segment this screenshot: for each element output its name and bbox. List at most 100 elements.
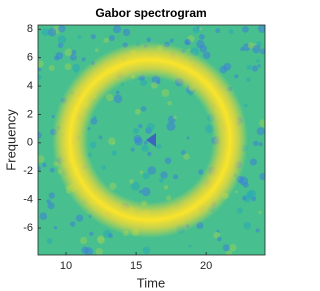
texture-dot	[252, 44, 261, 54]
texture-dot	[47, 202, 55, 210]
texture-dot	[142, 246, 151, 254]
center-spot	[146, 133, 156, 147]
texture-dot	[259, 173, 265, 181]
texture-dot	[169, 38, 174, 43]
texture-dot	[256, 127, 265, 136]
texture-dot	[192, 26, 200, 34]
y-tick-label: 8	[27, 23, 33, 35]
texture-dot	[38, 132, 42, 139]
texture-dot	[196, 39, 205, 49]
texture-dot	[108, 233, 113, 238]
texture-dot	[112, 25, 122, 34]
y-tick-label: 6	[27, 52, 33, 64]
texture-dot	[57, 35, 67, 44]
texture-dot	[122, 28, 131, 37]
texture-dot	[64, 63, 72, 71]
texture-dot	[77, 35, 82, 39]
texture-dot	[246, 64, 252, 71]
texture-dot	[49, 167, 55, 173]
texture-dot	[103, 37, 109, 44]
texture-dot	[108, 35, 115, 42]
x-tick-label: 20	[200, 260, 212, 272]
y-tick-label: 0	[27, 137, 33, 149]
texture-dot	[39, 212, 48, 220]
texture-dot	[57, 25, 66, 33]
texture-dot	[216, 236, 222, 242]
texture-dot	[38, 155, 45, 163]
texture-dot	[97, 236, 105, 244]
texture-dot	[47, 27, 57, 37]
texture-dot	[90, 34, 96, 40]
x-tick-label: 15	[130, 260, 142, 272]
texture-dot	[198, 27, 202, 31]
x-axis-label: Time	[137, 275, 165, 290]
texture-dot	[46, 199, 51, 204]
texture-dot	[251, 65, 259, 72]
texture-dot	[260, 48, 265, 55]
texture-dot	[243, 221, 251, 230]
texture-dot	[259, 119, 265, 128]
texture-dot	[84, 247, 94, 255]
texture-dot	[89, 231, 94, 236]
y-tick-label: 4	[27, 80, 33, 92]
texture-dot	[216, 229, 220, 233]
texture-dot	[246, 190, 254, 198]
y-tick-label: -6	[23, 222, 33, 234]
texture-dot	[229, 243, 237, 252]
texture-dot	[242, 196, 247, 201]
texture-dot	[253, 140, 259, 146]
texture-dot	[223, 62, 232, 71]
y-axis-label: Frequency	[3, 109, 18, 171]
texture-dot	[48, 64, 55, 71]
spectrogram-image	[38, 25, 265, 255]
texture-dot	[95, 247, 103, 255]
texture-dot	[249, 158, 257, 166]
texture-dot	[222, 244, 230, 252]
texture-dot	[71, 49, 77, 55]
texture-dot	[256, 59, 260, 63]
chart-title: Gabor spectrogram	[95, 6, 206, 20]
texture-dot	[70, 221, 76, 227]
texture-dot	[257, 64, 261, 68]
texture-dot	[64, 48, 73, 57]
texture-dot	[251, 196, 257, 202]
texture-dot	[42, 162, 47, 168]
texture-dot	[81, 57, 86, 62]
texture-dot	[72, 63, 80, 72]
texture-dot	[48, 192, 55, 199]
texture-dot	[38, 60, 44, 68]
y-tick-label: 2	[27, 108, 33, 120]
texture-dot	[188, 244, 192, 248]
texture-dot	[38, 67, 42, 72]
texture-dot	[198, 33, 205, 40]
texture-dot	[242, 26, 249, 33]
texture-dot	[46, 238, 53, 244]
texture-dot	[69, 53, 77, 61]
texture-dot	[57, 42, 64, 49]
y-tick-label: -4	[23, 194, 33, 206]
texture-dot	[215, 28, 221, 34]
texture-dot	[234, 74, 239, 79]
y-tick-label: -2	[23, 165, 33, 177]
texture-dot	[258, 142, 263, 147]
texture-dot	[184, 38, 191, 46]
texture-dot	[255, 228, 260, 233]
texture-dot	[242, 181, 249, 188]
texture-dot	[55, 52, 64, 60]
texture-dot	[228, 29, 234, 35]
texture-dot	[80, 236, 88, 245]
texture-dot	[94, 48, 99, 53]
chart: Gabor spectrogram Time Frequency 10 15 20-…	[3, 6, 266, 290]
texture-dot	[236, 207, 243, 214]
texture-dot	[246, 77, 251, 83]
texture-dot	[258, 210, 262, 214]
axes-box	[37, 24, 266, 256]
texture-dot	[75, 214, 84, 222]
texture-dot	[41, 28, 49, 36]
texture-dot	[38, 165, 41, 172]
texture-dot	[244, 103, 248, 108]
x-tick-label: 10	[60, 260, 72, 272]
texture-dot	[225, 250, 233, 255]
texture-dot	[38, 74, 42, 81]
texture-dot	[257, 25, 265, 33]
